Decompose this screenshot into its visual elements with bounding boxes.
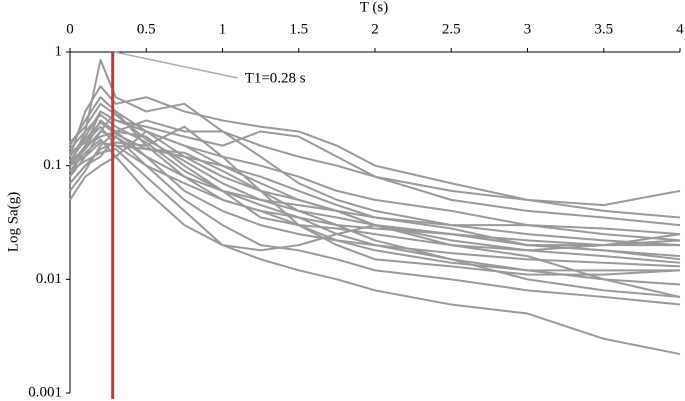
spectrum-line	[69, 59, 681, 207]
y-tick-label: 0.1	[43, 157, 62, 173]
annotation: T1=0.28 s	[245, 70, 306, 86]
x-axis-title: T (s)	[360, 0, 388, 15]
y-axis-title: Log Sa(g)	[5, 192, 21, 252]
x-tick-label: 3.5	[594, 21, 613, 37]
spectrum-line	[69, 102, 681, 298]
y-tick-label: 1	[55, 43, 63, 59]
spectrum-line	[69, 130, 680, 272]
spectrum-line	[69, 119, 681, 242]
y-tick-label: 0.01	[36, 271, 62, 287]
x-tick-label: 0.5	[137, 21, 156, 37]
spectrum-line	[69, 130, 681, 261]
spectrum-line	[69, 113, 681, 298]
x-tick-label: 4	[676, 21, 684, 37]
x-tick-label: 2.5	[442, 21, 461, 37]
y-tick-label: 0.001	[28, 384, 62, 400]
spectrum-line	[69, 85, 681, 219]
x-tick-label: 1	[219, 21, 227, 37]
annotation-leader	[114, 51, 238, 79]
x-tick-label: 0	[66, 21, 74, 37]
spectrum-line	[69, 130, 681, 268]
spectrum-line	[69, 138, 681, 252]
x-tick-label: 3	[524, 21, 532, 37]
spectrum-line	[69, 135, 681, 306]
spectrum-line	[69, 148, 681, 356]
x-tick-label: 1.5	[289, 21, 308, 37]
spectrum-line	[69, 110, 681, 227]
spectrum-line	[69, 121, 681, 252]
x-tick-label: 2	[371, 21, 379, 37]
